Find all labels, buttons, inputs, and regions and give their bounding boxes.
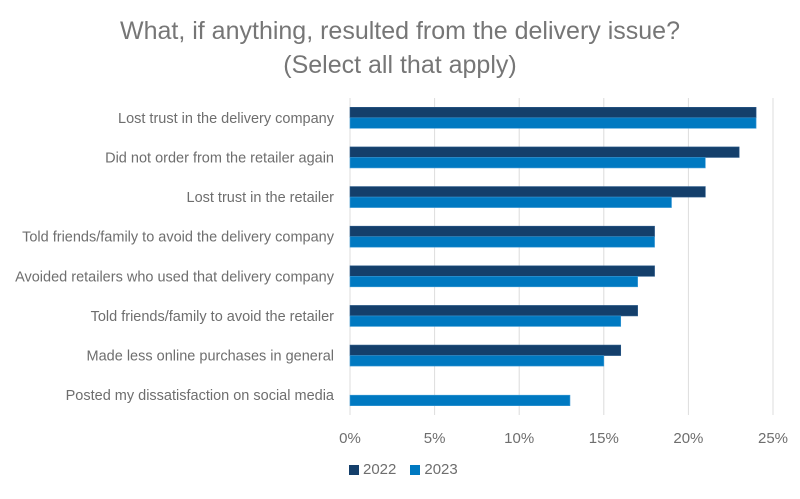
- bar-2023: [349, 355, 605, 367]
- legend-item-2022: 2022: [349, 461, 396, 478]
- category-label: Lost trust in the retailer: [187, 190, 335, 206]
- bar-2022: [349, 146, 740, 158]
- legend-swatch-2023: [410, 464, 421, 475]
- category-label: Lost trust in the delivery company: [118, 111, 335, 127]
- gridlines: [349, 98, 774, 415]
- category-label: Avoided retailers who used that delivery…: [15, 269, 335, 285]
- x-tick-label: 10%: [504, 430, 534, 447]
- bar-2022: [349, 225, 655, 237]
- bar-2023: [349, 276, 638, 288]
- x-tick-label: 5%: [424, 430, 446, 447]
- category-label: Told friends/family to avoid the retaile…: [91, 309, 335, 325]
- legend-label-2022: 2022: [363, 461, 397, 478]
- category-label: Did not order from the retailer again: [105, 150, 334, 166]
- legend-label-2023: 2023: [424, 461, 458, 478]
- chart-title-line: What, if anything, resulted from the del…: [120, 17, 680, 45]
- category-label: Told friends/family to avoid the deliver…: [22, 230, 335, 246]
- bar-2023: [349, 157, 706, 169]
- bar-2023: [349, 394, 571, 406]
- legend-swatch-2022: [349, 464, 359, 475]
- bar-2023: [349, 196, 672, 208]
- bar-2023: [349, 315, 622, 327]
- x-tick-label: 15%: [589, 430, 619, 447]
- category-label: Made less online purchases in general: [87, 349, 334, 365]
- x-axis-tick-labels: 0% 5% 10% 15% 20% 25%: [339, 430, 788, 447]
- x-tick-label: 20%: [673, 430, 703, 447]
- bar-2022: [349, 107, 757, 119]
- bar-2022: [349, 305, 638, 317]
- category-labels: Lost trust in the delivery company Did no…: [15, 111, 335, 404]
- x-tick-label: 25%: [758, 430, 788, 447]
- bars: [349, 107, 757, 406]
- bar-2022: [349, 186, 706, 198]
- chart-subtitle: (Select all that apply): [283, 51, 517, 79]
- x-tick-label: 0%: [339, 430, 361, 447]
- legend-item-2023: 2023: [410, 461, 458, 478]
- bar-2023: [349, 236, 655, 248]
- chart-title: What, if anything, resulted from the del…: [0, 14, 800, 82]
- bar-2023: [349, 117, 757, 129]
- legend: 2022 2023: [349, 461, 458, 478]
- bar-2022: [349, 344, 622, 356]
- bar-2022: [349, 265, 655, 277]
- category-label: Posted my dissatisfaction on social medi…: [66, 388, 335, 404]
